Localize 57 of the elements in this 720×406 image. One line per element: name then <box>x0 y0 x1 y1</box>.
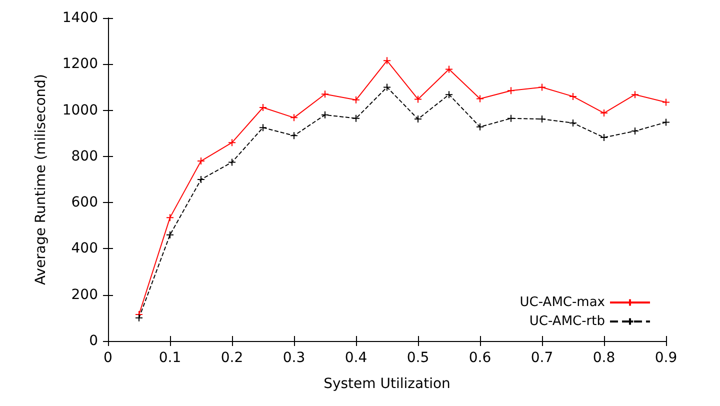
point <box>197 176 205 184</box>
x-tick-label: 0.3 <box>282 350 306 366</box>
point <box>569 118 577 127</box>
x-tick-label: 0 <box>104 350 112 366</box>
point <box>569 92 577 100</box>
point <box>135 314 143 322</box>
point <box>445 90 453 99</box>
x-tick-label: 0.4 <box>344 350 368 366</box>
point <box>290 114 298 122</box>
point <box>352 96 360 104</box>
point <box>166 230 174 239</box>
point <box>414 95 422 104</box>
point <box>290 132 298 140</box>
y-axis-title: Average Runtime (milisecond) <box>33 74 49 286</box>
x-tick-label: 0.2 <box>220 350 244 366</box>
point <box>631 90 639 99</box>
point <box>538 115 546 124</box>
point <box>662 98 670 106</box>
point <box>507 114 515 122</box>
x-tick-label: 0.6 <box>468 350 492 366</box>
point <box>600 134 608 142</box>
point <box>631 127 639 136</box>
point <box>321 90 329 98</box>
point <box>259 104 267 112</box>
point <box>383 56 391 65</box>
point <box>662 118 670 126</box>
point <box>228 138 236 147</box>
y-tick-label: 600 <box>71 194 98 211</box>
x-tick-label: 0.1 <box>158 350 182 366</box>
x-tick-label: 0.9 <box>654 350 678 366</box>
x-tick-label: 0.5 <box>406 350 430 366</box>
y-tick-label: 1000 <box>62 102 98 118</box>
point <box>476 94 484 103</box>
y-tick-label: 200 <box>71 286 98 303</box>
legend-label: UC-AMC-max <box>520 295 606 310</box>
point <box>197 157 205 166</box>
y-tick-label: 0 <box>89 333 98 349</box>
y-tick-label: 1400 <box>62 10 98 26</box>
point <box>476 122 484 131</box>
y-tick-label: 400 <box>71 240 98 257</box>
x-axis-title: System Utilization <box>324 376 450 392</box>
point <box>600 109 608 118</box>
point <box>321 110 329 119</box>
point <box>383 83 391 92</box>
y-tick-label: 1200 <box>62 56 98 72</box>
x-tick-label: 0.8 <box>592 350 616 366</box>
x-tick-label: 0.7 <box>530 350 554 366</box>
point <box>445 65 453 74</box>
legend-label: UC-AMC-rtb <box>529 314 605 329</box>
point <box>228 158 236 166</box>
point <box>166 214 174 222</box>
point <box>414 115 422 124</box>
point <box>538 83 546 92</box>
point <box>352 114 360 122</box>
point <box>507 86 515 95</box>
point <box>259 124 267 132</box>
y-tick-label: 800 <box>71 148 98 164</box>
